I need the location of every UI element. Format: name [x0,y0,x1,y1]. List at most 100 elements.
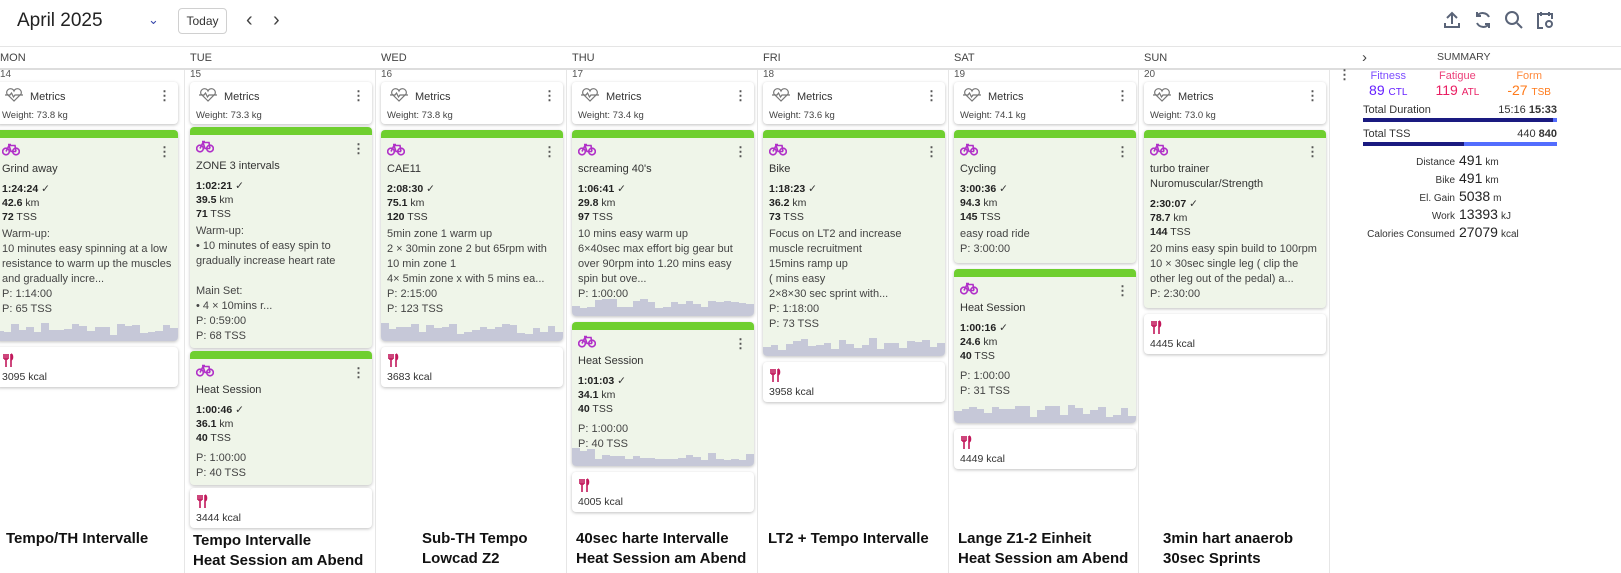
more-options-icon[interactable]: ⋮ [352,365,365,380]
power-bar [793,340,801,356]
calendar-settings-icon[interactable] [1534,9,1556,31]
summary-stat: Work 13393 kJ [1355,206,1565,222]
more-options-icon[interactable]: ⋮ [734,144,747,159]
workout-card[interactable]: CAE11 2:08:30 ✓ 75.1 km 120 TSS 5min zone 1 … [381,130,563,341]
power-bar [1120,408,1129,423]
upload-icon[interactable] [1441,9,1463,31]
next-week-icon[interactable]: › [273,9,280,31]
day-note: Tempo Intervalle Heat Session am Abend [190,531,376,571]
power-bar [587,448,595,466]
total-duration: Total Duration 15:16 15:33 [1363,104,1557,116]
description-line: • 4 × 10mins r... [196,300,273,312]
more-options-icon[interactable]: ⋮ [158,144,171,159]
workout-card[interactable]: Heat Session 1:00:16 ✓ 24.6 km 40 TSS P: 1:0… [954,269,1136,423]
workout-card[interactable]: Heat Session 1:00:46 ✓ 36.1 km 40 TSS P: 1:0… [190,351,372,485]
more-options-icon[interactable]: ⋮ [1116,144,1129,159]
workout-name: CAE11 [387,163,422,175]
note-line: 30sec Sprints [1163,550,1261,567]
power-bar [602,299,610,316]
fitness: Fitness 89 CTL [1369,70,1407,98]
planned-value: P: 1:00:00 [578,288,629,300]
distance: 29.8 km [578,197,616,209]
more-options-icon[interactable]: ⋮ [734,88,747,103]
more-options-icon[interactable]: ⋮ [925,88,938,103]
nutrition-card[interactable]: 4445 kcal [1144,314,1326,354]
power-bar [625,459,633,466]
nutrition-card[interactable]: 3444 kcal [190,488,372,528]
workout-card[interactable]: Grind away 1:24:24 ✓ 42.6 km 72 TSS Warm-up:… [0,130,178,341]
power-bar [1067,405,1076,423]
stat-unit: m [1493,193,1502,204]
duration-plan: 15:33 [1528,104,1557,116]
prev-week-icon[interactable]: ‹ [246,9,253,31]
power-bar [823,343,832,356]
metrics-card[interactable]: Metrics Weight: 73.6 kg ⋮ [763,82,945,124]
distance-value: 75.1 [387,197,408,209]
fork-knife-icon [387,353,399,370]
more-options-icon[interactable]: ⋮ [158,88,171,103]
workout-card[interactable]: Heat Session 1:01:03 ✓ 34.1 km 40 TSS P: 1:0… [572,322,754,466]
day-column-thu: 17 Metrics Weight: 73.4 kg ⋮ screaming 40's 1… [572,70,758,569]
bike-icon [195,140,215,156]
power-bar [1044,406,1053,423]
power-bar [723,459,732,466]
planned-value: P: 1:14:00 [2,288,53,300]
more-options-icon[interactable]: ⋮ [352,88,365,103]
today-button[interactable]: Today [178,8,227,34]
check-icon: ✓ [38,183,50,195]
form-unit: TSB [1531,87,1551,98]
workout-card[interactable]: ZONE 3 intervals 1:02:21 ✓ 39.5 km 71 TSS Wa… [190,127,372,348]
nutrition-card[interactable]: 3095 kcal [0,347,178,387]
bike-icon [959,143,979,159]
metrics-card[interactable]: Metrics Weight: 73.8 kg ⋮ [0,82,178,124]
power-bar [808,345,817,356]
more-options-icon[interactable]: ⋮ [352,141,365,156]
workout-card[interactable]: screaming 40's 1:06:41 ✓ 29.8 km 97 TSS 10 m… [572,130,754,316]
duration-value: 1:01:03 [578,375,615,387]
more-options-icon[interactable]: ⋮ [1306,144,1319,159]
more-options-icon[interactable]: ⋮ [734,336,747,351]
nutrition-card[interactable]: 3683 kcal [381,347,563,387]
more-options-icon[interactable]: ⋮ [1306,88,1319,103]
power-bar [0,331,4,341]
search-icon[interactable] [1503,9,1525,31]
month-title[interactable]: April 2025 [17,10,103,31]
tss: 120 TSS [387,211,428,223]
power-bar [632,456,641,466]
workout-description: 20 mins easy spin build to 100rpm 10 × 30… [1150,242,1320,287]
power-bar [738,302,747,316]
note-line: Lowcad Z2 [422,550,500,567]
metrics-card[interactable]: Metrics Weight: 74.1 kg ⋮ [954,82,1136,124]
power-bar [155,331,163,341]
metrics-card[interactable]: Metrics Weight: 73.3 kg ⋮ [190,82,372,124]
nutrition-card[interactable]: 4005 kcal [572,472,754,512]
more-options-icon[interactable]: ⋮ [925,144,938,159]
workout-name: ZONE 3 intervals [196,160,280,172]
workout-card[interactable]: Bike 1:18:23 ✓ 36.2 km 73 TSS Focus on LT2 a… [763,130,945,356]
day-number: 18 [763,69,775,80]
power-bar [976,409,985,423]
more-options-icon[interactable]: ⋮ [543,88,556,103]
power-bar [969,406,977,423]
day-note: Sub-TH Tempo Lowcad Z2 [381,529,567,569]
refresh-icon[interactable] [1472,9,1494,31]
metrics-card[interactable]: Metrics Weight: 73.4 kg ⋮ [572,82,754,124]
week-menu-icon[interactable]: ⋮ [1338,67,1351,82]
power-bar [572,306,580,316]
metrics-label: Metrics [988,91,1024,103]
nutrition-card[interactable]: 3958 kcal [763,362,945,402]
workout-card[interactable]: Cycling 3:00:36 ✓ 94.3 km 145 TSS easy road … [954,130,1136,263]
description-line: 6×40sec max effort big gear but over 90r… [578,243,733,285]
workout-card[interactable]: turbo trainer Nuromuscular/Strength 2:30:… [1144,130,1326,308]
more-options-icon[interactable]: ⋮ [1116,283,1129,298]
metrics-card[interactable]: Metrics Weight: 73.8 kg ⋮ [381,82,563,124]
more-options-icon[interactable]: ⋮ [1116,88,1129,103]
duration: 2:30:07 ✓ [1150,197,1320,211]
more-options-icon[interactable]: ⋮ [543,144,556,159]
metrics-card[interactable]: Metrics Weight: 73.0 kg ⋮ [1144,82,1326,124]
workout-status-bar [763,130,945,138]
chevron-down-icon[interactable]: ⌄ [148,12,159,27]
expand-summary-icon[interactable]: › [1362,49,1367,66]
nutrition-card[interactable]: 4449 kcal [954,429,1136,469]
power-bar [147,332,156,341]
